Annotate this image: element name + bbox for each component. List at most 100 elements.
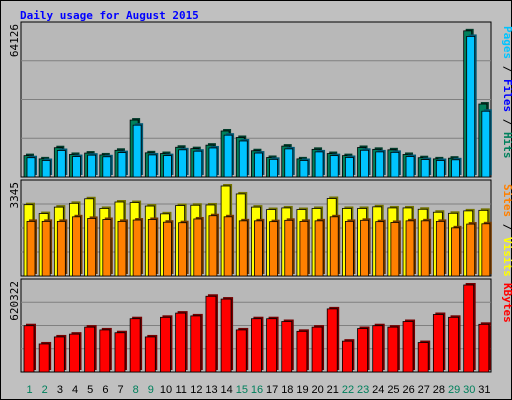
sites-bar [481, 223, 491, 277]
kbytes-bar [402, 321, 414, 373]
kbytes-bar [251, 318, 262, 373]
pages-bar [254, 152, 263, 178]
panel-2-y-max-label: 3345 [8, 182, 21, 209]
pages-bar [451, 159, 460, 178]
x-tick-label-day-7: 7 [117, 384, 123, 396]
kbytes-bar [175, 312, 187, 373]
x-tick-label-day-14: 14 [221, 384, 233, 396]
kbytes-bar [114, 332, 126, 373]
x-axis-labels: 1 2 3 4 5 6 7 8 9 10 11 12 13 14 15 16 17 18 19 20 21 22 23 24 2… [27, 384, 491, 396]
x-tick-label-day-3: 3 [57, 384, 63, 396]
sites-bar [87, 218, 97, 277]
kbytes-bar [205, 295, 217, 373]
sites-bar [360, 219, 369, 277]
pages-bar [193, 150, 203, 178]
x-tick-label-day-9: 9 [148, 384, 154, 396]
pages-bar [420, 159, 430, 178]
legend-separator: / [501, 112, 512, 132]
kbytes-bar [99, 329, 111, 373]
x-tick-label-day-21: 21 [327, 384, 339, 396]
sites-bar [223, 216, 233, 277]
sites-bar [193, 218, 203, 277]
pages-bar [163, 155, 172, 178]
x-tick-label-day-29: 29 [448, 384, 460, 396]
x-tick-label-day-4: 4 [72, 384, 78, 396]
x-tick-label-day-31: 31 [478, 384, 490, 396]
x-tick-label-day-23: 23 [357, 384, 369, 396]
sites-bar [132, 219, 142, 277]
kbytes-bar [160, 316, 171, 373]
pages-bar [41, 160, 51, 178]
panel-1-legend: Pages / Files / Hits [501, 26, 512, 159]
x-tick-label-day-17: 17 [266, 384, 278, 396]
kbytes-bar [23, 325, 35, 373]
kbytes-bar [448, 316, 459, 373]
legend-separator: / [501, 217, 512, 237]
kbytes-bar [266, 318, 277, 373]
pages-bar [147, 154, 157, 178]
sites-bar [344, 220, 354, 277]
x-tick-label-day-20: 20 [312, 384, 324, 396]
sites-bar [299, 220, 309, 277]
legend-pages: Pages [501, 26, 512, 59]
sites-bar [72, 216, 81, 277]
sites-bar [405, 220, 415, 277]
pages-bar [344, 157, 354, 178]
chart-panels: 64126 3345 620322 Pages / Files / Hits Sites… [8, 21, 512, 373]
pages-bar [117, 152, 127, 178]
x-tick-label-day-19: 19 [296, 384, 308, 396]
pages-bar [87, 154, 97, 178]
kbytes-bar [478, 323, 490, 373]
x-tick-label-day-13: 13 [205, 384, 217, 396]
sites-bar [329, 216, 339, 277]
pages-bar [102, 156, 112, 178]
pages-bar [208, 147, 218, 178]
sites-bar [56, 220, 66, 277]
kbytes-bar [432, 314, 444, 373]
kbytes-bar [38, 343, 50, 373]
sites-bar [117, 220, 127, 277]
panel-2-legend: Sites / Visits [501, 184, 512, 277]
kbytes-bar [84, 326, 96, 373]
pages-bar [375, 151, 385, 178]
kbytes-bar [281, 321, 293, 373]
legend-separator: / [501, 59, 512, 79]
kbytes-bar [296, 330, 308, 373]
x-tick-label-day-10: 10 [160, 384, 172, 396]
pages-bar [269, 158, 278, 178]
panel-1-y-max-label: 64126 [8, 24, 21, 57]
sites-bar [435, 220, 445, 277]
pages-bar [223, 134, 233, 178]
kbytes-bar [387, 326, 399, 373]
panel-3-y-max-label: 620322 [8, 281, 21, 321]
x-tick-label-day-26: 26 [402, 384, 414, 396]
sites-bar [466, 223, 476, 277]
panel-3-legend: KBytes [501, 283, 512, 323]
kbytes-bar [372, 325, 384, 373]
sites-bar [208, 215, 218, 277]
legend-kbytes: KBytes [501, 283, 512, 323]
x-tick-label-day-5: 5 [87, 384, 93, 396]
kbytes-bar [326, 308, 338, 373]
kbytes-bar [417, 342, 429, 373]
x-tick-label-day-2: 2 [42, 384, 48, 396]
x-tick-label-day-18: 18 [281, 384, 293, 396]
x-tick-label-day-28: 28 [433, 384, 445, 396]
x-tick-label-day-22: 22 [342, 384, 354, 396]
legend-sites: Sites [501, 184, 512, 217]
kbytes-bar [190, 315, 202, 373]
sites-bar [254, 220, 263, 277]
kbytes-bar [341, 340, 353, 373]
pages-bar [72, 156, 81, 178]
pages-bar [178, 149, 188, 178]
pages-bar [299, 160, 309, 178]
sites-bar [41, 220, 51, 277]
chart-title: Daily usage for August 2015 [20, 9, 199, 22]
sites-bar [375, 221, 385, 277]
x-tick-label-day-1: 1 [27, 384, 33, 396]
sites-bar [451, 227, 460, 277]
x-tick-label-day-27: 27 [418, 384, 430, 396]
sites-bar [284, 219, 294, 277]
kbytes-bar [53, 336, 65, 373]
